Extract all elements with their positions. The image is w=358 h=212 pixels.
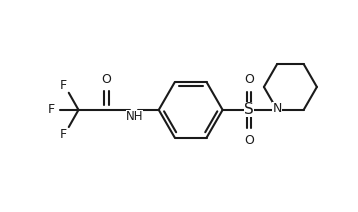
Text: O: O xyxy=(102,73,111,86)
Text: N: N xyxy=(272,102,282,115)
Text: S: S xyxy=(244,102,254,117)
Text: F: F xyxy=(48,103,55,116)
Text: O: O xyxy=(244,73,254,86)
Text: F: F xyxy=(60,128,67,141)
Text: O: O xyxy=(244,134,254,147)
Text: F: F xyxy=(60,79,67,92)
Text: NH: NH xyxy=(126,110,143,123)
